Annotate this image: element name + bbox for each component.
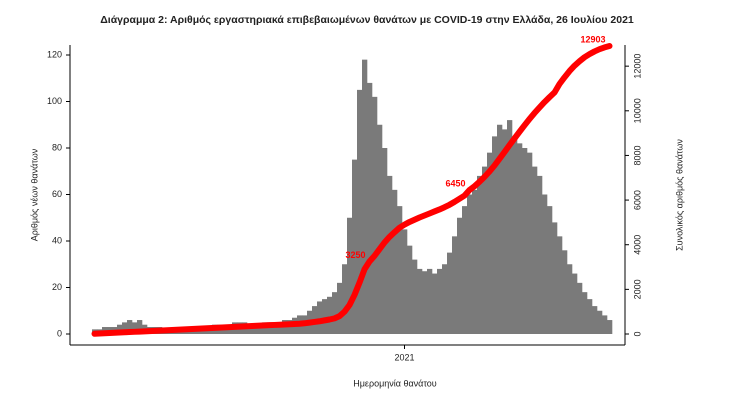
- y2-tick-label: 2000: [632, 279, 642, 299]
- bar: [372, 96, 378, 334]
- bar: [332, 292, 338, 334]
- bar: [357, 89, 363, 334]
- bar: [532, 166, 538, 334]
- bar: [467, 194, 473, 334]
- bar: [587, 299, 593, 334]
- bar: [477, 175, 483, 334]
- bar: [272, 322, 278, 334]
- y-tick-label: 80: [52, 142, 62, 152]
- x-axis-label: Ημερομηνία θανάτου: [353, 378, 437, 388]
- bar: [512, 136, 518, 334]
- bar: [527, 152, 533, 334]
- y2-tick-label: 4000: [632, 235, 642, 255]
- x-tick-label: 2021: [394, 352, 414, 362]
- y-axis-label: Αριθμός νέων θανάτων: [29, 148, 39, 241]
- bar: [462, 206, 468, 334]
- bar: [362, 59, 368, 335]
- bar: [487, 152, 493, 334]
- bar: [602, 315, 608, 334]
- y-tick-label: 60: [52, 189, 62, 199]
- bar: [552, 222, 558, 334]
- bar: [447, 252, 453, 334]
- y2-tick-label: 8000: [632, 145, 642, 165]
- bar: [452, 236, 458, 334]
- bar: [547, 206, 553, 334]
- bar: [537, 175, 543, 334]
- bar: [442, 264, 448, 334]
- bar: [247, 324, 253, 334]
- bar: [432, 273, 438, 334]
- bar: [277, 322, 283, 334]
- bar: [502, 129, 508, 334]
- bar: [407, 245, 413, 334]
- bar: [422, 271, 428, 334]
- bar: [482, 166, 488, 334]
- point-label: 3250: [345, 250, 365, 260]
- y2-tick-label: 6000: [632, 190, 642, 210]
- bar: [572, 273, 578, 334]
- bar: [387, 175, 393, 334]
- cumulative-line: [91, 43, 613, 337]
- bar: [582, 292, 588, 334]
- bar: [577, 282, 583, 334]
- bar: [317, 301, 323, 334]
- y-tick-label: 100: [47, 96, 62, 106]
- bar: [492, 136, 498, 334]
- bar: [352, 159, 358, 334]
- bar: [412, 259, 418, 334]
- bar: [322, 299, 328, 334]
- bar: [337, 282, 343, 334]
- bar: [132, 322, 138, 334]
- y-tick-label: 20: [52, 282, 62, 292]
- bar: [542, 194, 548, 334]
- y-tick-label: 40: [52, 235, 62, 245]
- y2-tick-label: 12000: [632, 54, 642, 79]
- bar: [427, 268, 433, 334]
- bar: [127, 320, 133, 334]
- bar: [137, 320, 143, 334]
- bar: [267, 322, 273, 334]
- y2-axis-label: Συνολικός αριθμός θανάτων: [674, 139, 684, 251]
- y-tick-label: 120: [47, 49, 62, 59]
- bar: [557, 236, 563, 334]
- bar: [117, 324, 123, 334]
- bar: [457, 217, 463, 334]
- bar: [367, 82, 373, 335]
- y2-tick-label: 0: [632, 331, 642, 336]
- bar: [392, 189, 398, 334]
- bar: [377, 124, 383, 334]
- y2-tick-label: 10000: [632, 98, 642, 123]
- bar: [257, 324, 263, 334]
- bar: [347, 217, 353, 334]
- bar: [522, 148, 528, 334]
- bar: [397, 206, 403, 334]
- bar: [122, 322, 128, 334]
- chart-title: Διάγραμμα 2: Αριθμός εργαστηριακά επιβεβ…: [100, 14, 634, 26]
- bar: [517, 143, 523, 334]
- bar: [562, 250, 568, 334]
- bar: [507, 120, 513, 334]
- bar: [597, 310, 603, 334]
- bar: [592, 306, 598, 334]
- y-tick-label: 0: [57, 328, 62, 338]
- bar: [567, 264, 573, 334]
- point-label: 6450: [445, 178, 465, 188]
- point-label: 12903: [580, 34, 605, 44]
- bar: [402, 229, 408, 334]
- bar: [417, 268, 423, 334]
- bar: [327, 296, 333, 334]
- bar: [497, 124, 503, 334]
- bar: [437, 268, 443, 334]
- bar: [472, 189, 478, 334]
- bar: [252, 324, 258, 334]
- bar: [607, 320, 613, 334]
- bar: [342, 264, 348, 334]
